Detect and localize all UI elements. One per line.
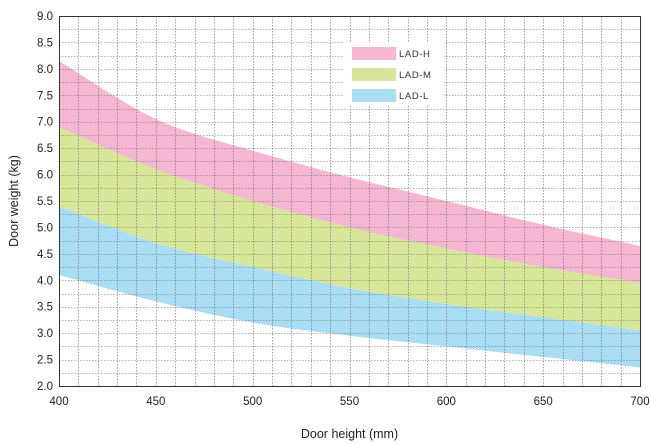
y-tick-label: 5.5 [37, 196, 53, 208]
legend-label-lad-l: LAD-L [399, 91, 429, 102]
x-axis-ticks: 400 450 500 550 600 650 700 [49, 396, 649, 408]
y-tick-label: 2.5 [37, 355, 53, 367]
legend: LAD-H LAD-M LAD-L [344, 42, 444, 106]
y-tick-label: 6.0 [37, 170, 53, 182]
x-tick-label: 550 [340, 396, 359, 408]
x-tick-label: 500 [243, 396, 262, 408]
y-tick-label: 7.5 [37, 90, 53, 102]
y-tick-label: 2.0 [37, 381, 53, 393]
y-tick-label: 9.0 [37, 11, 53, 23]
x-axis-title: Door height (mm) [301, 427, 398, 441]
legend-label-lad-h: LAD-H [399, 49, 431, 60]
x-tick-label: 400 [49, 396, 68, 408]
y-tick-label: 4.0 [37, 275, 53, 287]
x-tick-label: 700 [630, 396, 649, 408]
y-tick-label: 7.0 [37, 117, 53, 129]
y-tick-label: 4.5 [37, 249, 53, 261]
grid-lines [59, 16, 641, 387]
legend-swatch-lad-m [352, 68, 396, 81]
legend-swatch-lad-l [352, 89, 396, 102]
band-lad-m [59, 127, 640, 331]
y-tick-label: 5.0 [37, 222, 53, 234]
y-tick-label: 6.5 [37, 143, 53, 155]
y-tick-label: 8.0 [37, 64, 53, 76]
y-tick-label: 8.5 [37, 37, 53, 49]
legend-label-lad-m: LAD-M [399, 70, 432, 81]
legend-swatch-lad-h [352, 47, 396, 60]
plot-frame [59, 16, 641, 387]
y-tick-label: 3.5 [37, 302, 53, 314]
y-tick-label: 3.0 [37, 328, 53, 340]
x-tick-label: 650 [534, 396, 553, 408]
x-tick-label: 450 [146, 396, 165, 408]
band-lad-l [59, 206, 640, 368]
y-axis-ticks: 2.0 2.5 3.0 3.5 4.0 4.5 5.0 5.5 6.0 6.5 7.0 7.5 8.0 8… [37, 11, 53, 393]
x-tick-label: 600 [437, 396, 456, 408]
y-axis-title: Door weight (kg) [7, 155, 21, 247]
